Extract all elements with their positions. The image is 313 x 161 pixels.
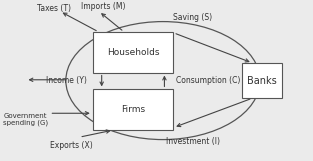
- Text: Imports (M): Imports (M): [81, 2, 126, 11]
- Text: Households: Households: [107, 48, 159, 57]
- FancyBboxPatch shape: [242, 63, 282, 98]
- Text: Banks: Banks: [247, 76, 277, 86]
- Text: Firms: Firms: [121, 105, 145, 114]
- Text: Taxes (T): Taxes (T): [37, 4, 71, 13]
- Text: Exports (X): Exports (X): [50, 142, 93, 151]
- Text: Government
spending (G): Government spending (G): [3, 113, 48, 126]
- Text: Income (Y): Income (Y): [46, 76, 87, 85]
- Text: Saving (S): Saving (S): [173, 13, 212, 22]
- FancyBboxPatch shape: [93, 89, 173, 130]
- Text: Consumption (C): Consumption (C): [176, 76, 241, 85]
- FancyBboxPatch shape: [93, 32, 173, 73]
- Text: Investment (I): Investment (I): [166, 137, 220, 147]
